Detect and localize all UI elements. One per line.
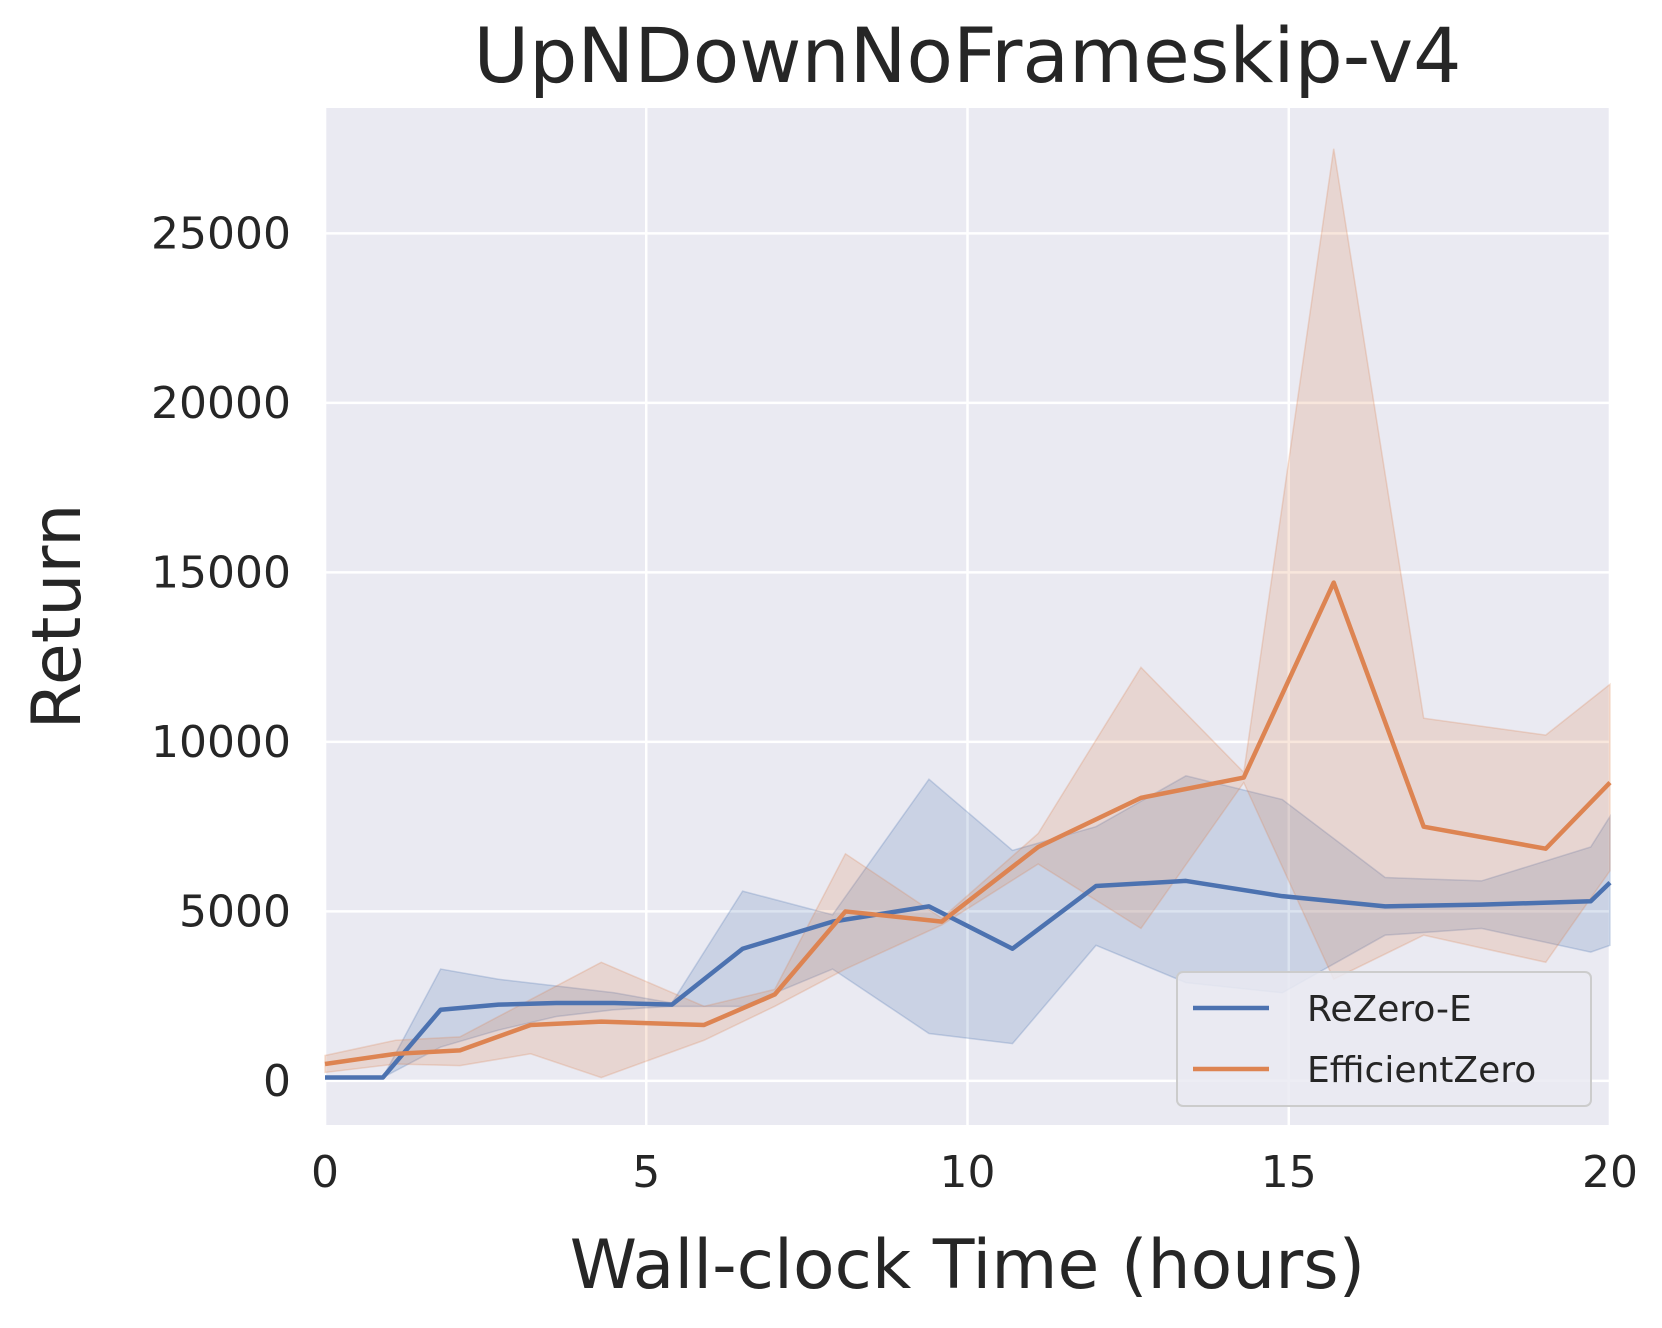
tick-labels: 0 5 10 15 20 0 5000 10000 15000 20000 25000 xyxy=(151,208,1638,1198)
x-tick-label: 5 xyxy=(632,1147,660,1198)
y-tick-label: 20000 xyxy=(151,378,291,429)
x-axis-label: Wall-clock Time (hours) xyxy=(570,1226,1365,1305)
legend: ReZero-E EfficientZero xyxy=(1176,971,1592,1107)
y-axis-label: Return xyxy=(18,504,97,730)
series-lines xyxy=(324,580,1612,1080)
chart-title: UpNDownNoFrameskip-v4 xyxy=(474,11,1462,100)
efficientzero-band xyxy=(324,148,1611,1079)
legend-label-efficientzero: EfficientZero xyxy=(1307,1050,1536,1091)
x-tick-label: 0 xyxy=(311,1147,339,1198)
legend-box xyxy=(1176,971,1592,1107)
y-tick-label: 10000 xyxy=(151,717,291,768)
grid-lines xyxy=(323,108,1612,1125)
y-tick-label: 5000 xyxy=(179,886,291,937)
legend-label-rezero-e: ReZero-E xyxy=(1307,989,1472,1030)
y-tick-label: 25000 xyxy=(151,208,291,259)
x-tick-label: 10 xyxy=(940,1147,996,1198)
x-tick-label: 15 xyxy=(1261,1147,1317,1198)
y-tick-label: 0 xyxy=(263,1056,291,1107)
efficientzero-line xyxy=(324,580,1612,1067)
x-tick-label: 20 xyxy=(1582,1147,1638,1198)
y-tick-label: 15000 xyxy=(151,547,291,598)
